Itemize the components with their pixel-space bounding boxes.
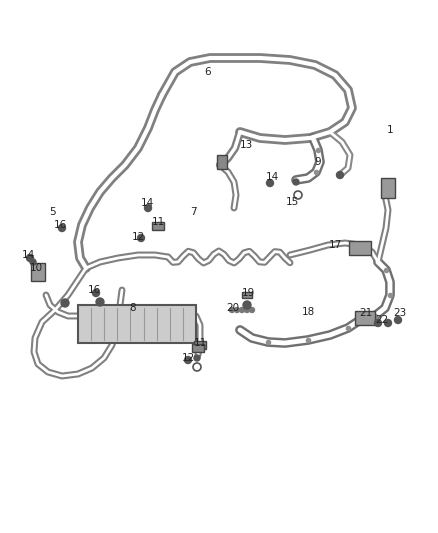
Text: 11: 11	[152, 217, 165, 227]
Bar	[152, 222, 164, 230]
Bar	[194, 341, 206, 349]
Circle shape	[30, 259, 36, 265]
Circle shape	[194, 355, 200, 361]
Circle shape	[230, 308, 234, 312]
Text: 19: 19	[241, 288, 254, 298]
Text: 17: 17	[328, 240, 342, 250]
Bar	[192, 344, 204, 352]
Text: 9: 9	[314, 157, 321, 167]
Circle shape	[266, 180, 273, 187]
Circle shape	[385, 319, 392, 327]
Circle shape	[395, 317, 402, 324]
Text: 12: 12	[181, 353, 194, 363]
Text: 21: 21	[359, 308, 373, 318]
Text: 6: 6	[205, 67, 211, 77]
Circle shape	[193, 363, 201, 371]
Circle shape	[234, 308, 240, 312]
Circle shape	[59, 224, 66, 231]
Text: 13: 13	[240, 140, 253, 150]
Circle shape	[27, 254, 33, 262]
Bar	[242, 292, 252, 298]
Text: 23: 23	[393, 308, 406, 318]
Text: 1: 1	[387, 125, 393, 135]
Bar	[355, 311, 375, 325]
Text: 16: 16	[87, 285, 101, 295]
Circle shape	[240, 308, 244, 312]
Circle shape	[244, 308, 250, 312]
Circle shape	[243, 301, 251, 309]
Circle shape	[92, 289, 99, 296]
Bar	[217, 155, 227, 169]
Text: 12: 12	[131, 232, 145, 242]
Bar	[78, 305, 196, 343]
Circle shape	[138, 235, 145, 241]
Circle shape	[96, 298, 104, 306]
Text: 11: 11	[193, 338, 207, 348]
Text: 18: 18	[301, 307, 314, 317]
Text: 7: 7	[190, 207, 196, 217]
Circle shape	[374, 319, 381, 327]
Text: 5: 5	[49, 207, 55, 217]
Text: 14: 14	[21, 250, 35, 260]
Circle shape	[145, 205, 152, 212]
Bar	[349, 241, 371, 255]
Circle shape	[184, 357, 191, 364]
Bar	[31, 263, 45, 281]
Circle shape	[250, 308, 254, 312]
Text: 10: 10	[29, 263, 42, 273]
Text: 16: 16	[53, 220, 67, 230]
Circle shape	[61, 299, 69, 307]
Text: 20: 20	[226, 303, 240, 313]
Circle shape	[336, 172, 343, 179]
Text: 15: 15	[286, 197, 299, 207]
Text: 14: 14	[140, 198, 154, 208]
Text: 22: 22	[375, 315, 389, 325]
Text: 14: 14	[265, 172, 279, 182]
Circle shape	[294, 191, 302, 199]
Text: 8: 8	[130, 303, 136, 313]
Bar	[381, 178, 395, 198]
Circle shape	[293, 179, 299, 185]
